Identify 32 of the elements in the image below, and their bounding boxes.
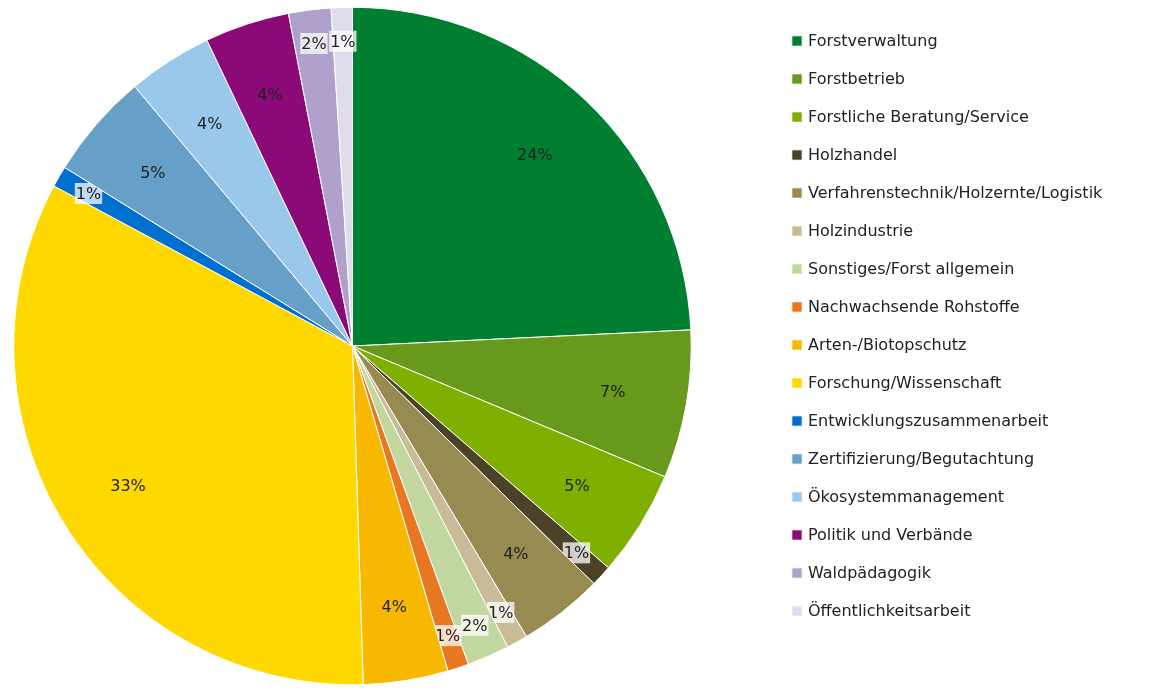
data-label: 4% <box>381 597 407 617</box>
data-label: 1% <box>488 602 514 622</box>
legend-label: Forstbetrieb <box>808 68 905 88</box>
legend-label: Sonstiges/Forst allgemein <box>808 258 1015 278</box>
legend-label: Verfahrenstechnik/Holzernte/Logistik <box>808 182 1103 202</box>
data-label: 1% <box>330 31 356 51</box>
data-label: 4% <box>196 114 223 134</box>
data-label: 24% <box>517 145 553 165</box>
data-label: 2% <box>301 34 327 54</box>
data-label: 1% <box>563 543 590 563</box>
legend-label: Arten-/Biotopschutz <box>808 334 967 354</box>
legend-label: Forstliche Beratung/Service <box>808 106 1029 126</box>
data-label: 33% <box>110 475 146 495</box>
legend-label: Holzindustrie <box>808 220 914 240</box>
data-label: 4% <box>503 544 529 564</box>
legend-label: Waldpädagogik <box>808 562 931 582</box>
data-label: 2% <box>462 615 488 635</box>
legend-label: Entwicklungszusammenarbeit <box>808 410 1049 430</box>
legend-label: Politik und Verbände <box>808 524 973 544</box>
legend-label: Nachwachsende Rohstoffe <box>808 296 1020 316</box>
legend-label: Holzhandel <box>808 144 898 164</box>
data-label: 5% <box>564 475 590 495</box>
data-label: 1% <box>75 184 102 204</box>
legend-label: Zertifizierung/Begutachtung <box>808 448 1035 468</box>
legend-label: Öffentlichkeitsarbeit <box>808 600 971 620</box>
data-label: 5% <box>140 163 166 183</box>
data-label: 1% <box>434 626 461 646</box>
legend-label: Forstverwaltung <box>808 30 938 50</box>
data-label: 4% <box>257 85 283 105</box>
data-label: 7% <box>600 382 626 402</box>
legend-label: Ökosystemmanagement <box>808 486 1005 506</box>
legend-label: Forschung/Wissenschaft <box>808 372 1002 392</box>
